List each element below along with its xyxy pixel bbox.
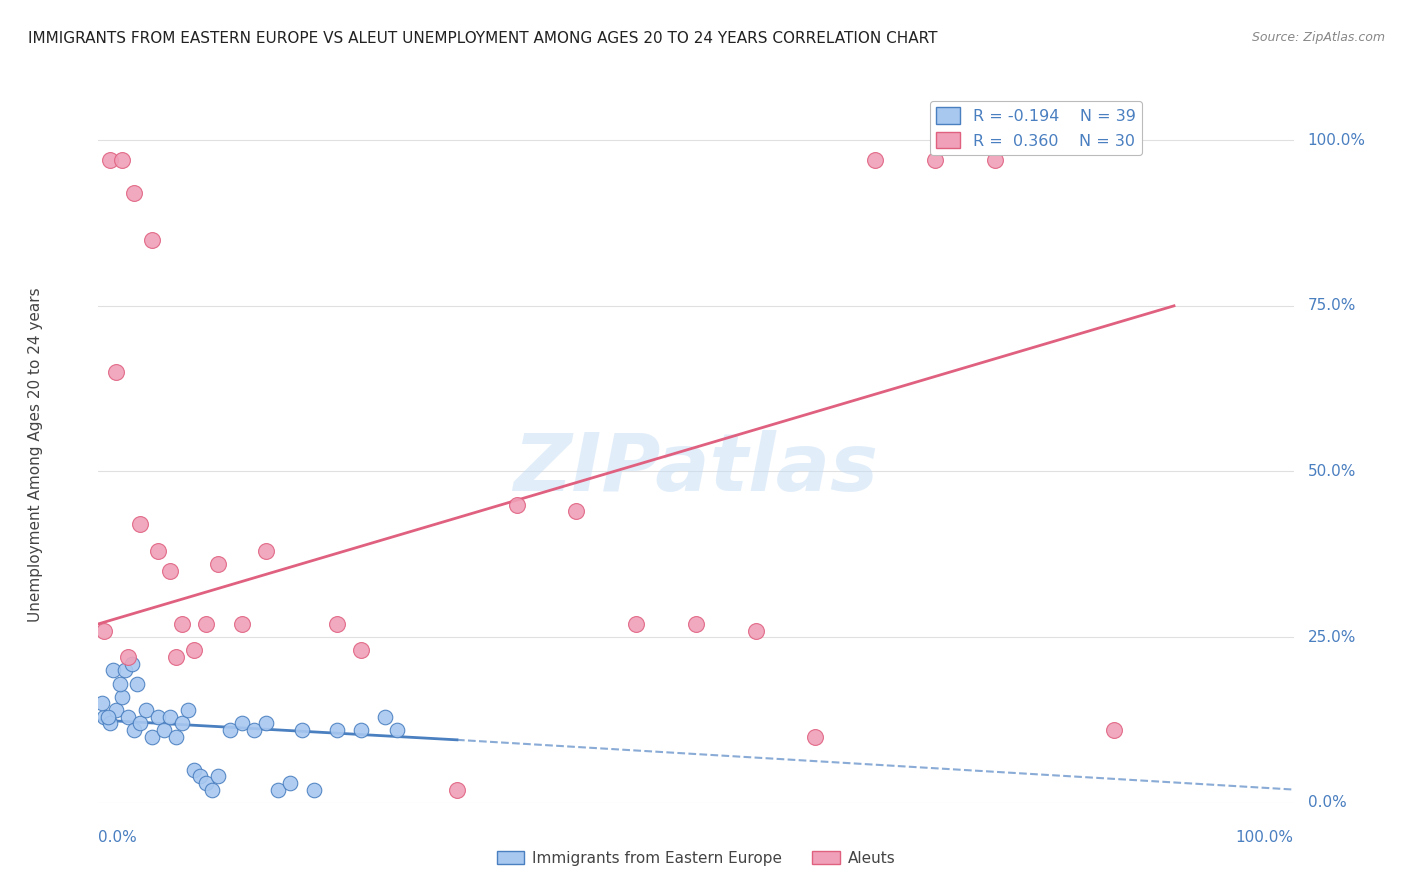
Point — [129, 716, 152, 731]
Point — [201, 782, 224, 797]
Point — [111, 690, 134, 704]
Point — [183, 643, 205, 657]
Point — [183, 763, 205, 777]
Point — [1102, 723, 1125, 737]
Text: 100.0%: 100.0% — [1308, 133, 1365, 148]
Point — [124, 723, 146, 737]
Point — [177, 703, 200, 717]
Point — [506, 498, 529, 512]
Point — [97, 709, 120, 723]
Point — [863, 153, 886, 167]
Point — [159, 709, 181, 723]
Point — [165, 650, 187, 665]
Text: 50.0%: 50.0% — [1308, 464, 1355, 479]
Point — [350, 723, 373, 737]
Point — [374, 709, 396, 723]
Point — [98, 716, 122, 731]
Point — [385, 723, 409, 737]
Point — [165, 730, 187, 744]
Point — [153, 723, 176, 737]
Point — [141, 730, 163, 744]
Point — [231, 716, 253, 731]
Text: ZIPatlas: ZIPatlas — [513, 430, 879, 508]
Point — [93, 709, 115, 723]
Point — [446, 782, 468, 797]
Point — [745, 624, 768, 638]
Point — [159, 564, 181, 578]
Text: 0.0%: 0.0% — [98, 830, 138, 845]
Point — [111, 153, 134, 167]
Point — [804, 730, 827, 744]
Text: IMMIGRANTS FROM EASTERN EUROPE VS ALEUT UNEMPLOYMENT AMONG AGES 20 TO 24 YEARS C: IMMIGRANTS FROM EASTERN EUROPE VS ALEUT … — [28, 31, 938, 46]
Point — [188, 769, 211, 783]
Text: 75.0%: 75.0% — [1308, 298, 1355, 313]
Point — [93, 624, 115, 638]
Legend: R = -0.194    N = 39, R =  0.360    N = 30: R = -0.194 N = 39, R = 0.360 N = 30 — [929, 101, 1142, 155]
Point — [278, 776, 301, 790]
Point — [924, 153, 946, 167]
Point — [172, 716, 194, 731]
Point — [207, 769, 229, 783]
Point — [326, 723, 349, 737]
Point — [98, 153, 122, 167]
Text: Source: ZipAtlas.com: Source: ZipAtlas.com — [1251, 31, 1385, 45]
Point — [135, 703, 157, 717]
Point — [983, 153, 1005, 167]
Point — [231, 616, 253, 631]
Point — [267, 782, 290, 797]
Point — [148, 544, 170, 558]
Point — [565, 504, 588, 518]
Point — [172, 616, 194, 631]
Point — [121, 657, 143, 671]
Point — [105, 365, 128, 379]
Point — [124, 186, 146, 201]
Point — [685, 616, 707, 631]
Point — [125, 676, 148, 690]
Point — [194, 616, 217, 631]
Point — [148, 709, 170, 723]
Point — [254, 544, 277, 558]
Text: 100.0%: 100.0% — [1236, 830, 1294, 845]
Point — [129, 517, 152, 532]
Point — [117, 650, 139, 665]
Point — [105, 703, 128, 717]
Point — [141, 233, 163, 247]
Point — [117, 709, 139, 723]
Point — [254, 716, 277, 731]
Point — [108, 676, 131, 690]
Point — [194, 776, 217, 790]
Point — [91, 697, 114, 711]
Point — [350, 643, 373, 657]
Text: 0.0%: 0.0% — [1308, 796, 1347, 810]
Point — [290, 723, 312, 737]
Point — [624, 616, 647, 631]
Point — [207, 558, 229, 572]
Point — [302, 782, 325, 797]
Point — [219, 723, 242, 737]
Point — [114, 663, 136, 677]
Text: 25.0%: 25.0% — [1308, 630, 1355, 645]
Point — [326, 616, 349, 631]
Point — [101, 663, 124, 677]
Point — [242, 723, 264, 737]
Text: Unemployment Among Ages 20 to 24 years: Unemployment Among Ages 20 to 24 years — [28, 287, 42, 623]
